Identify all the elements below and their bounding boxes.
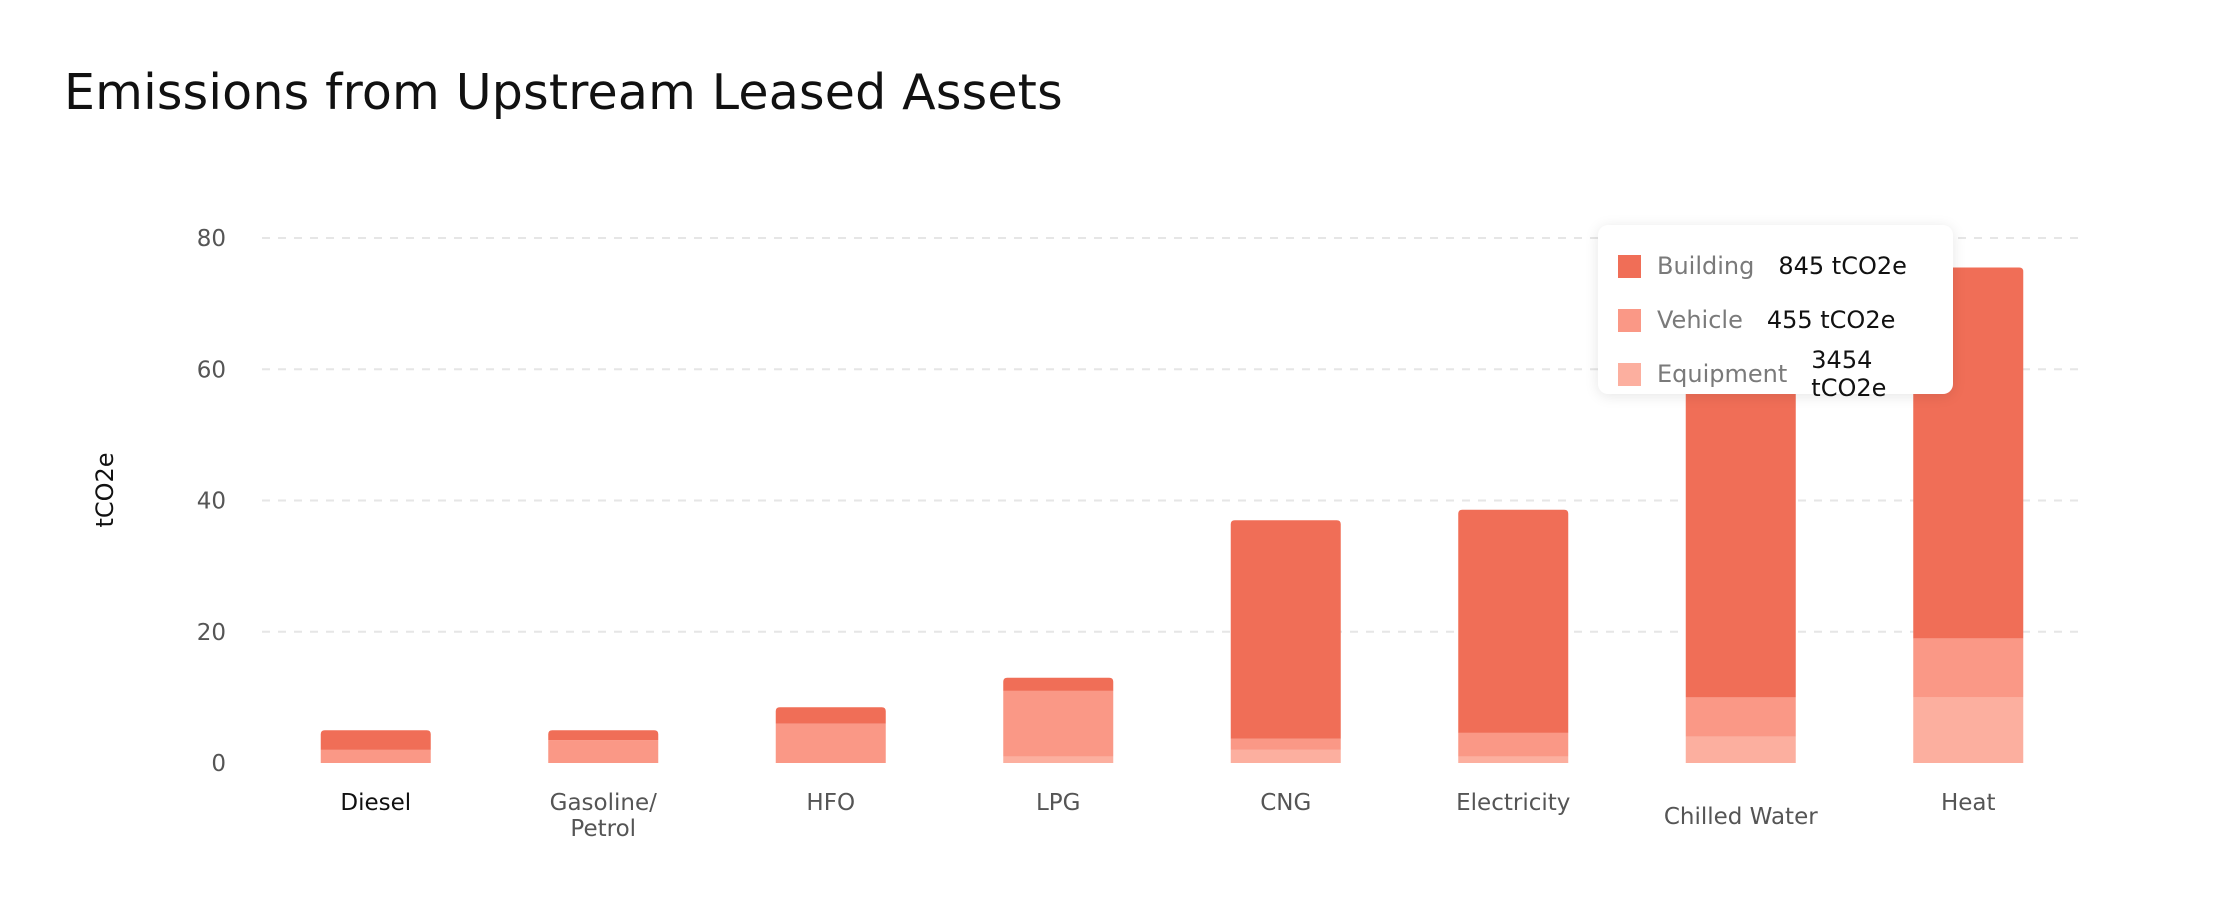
y-tick-label: 40: [197, 489, 226, 515]
x-tick-label: Heat: [1941, 790, 1996, 816]
building-swatch: [1618, 254, 1641, 278]
bar-vehicle[interactable]: [1913, 638, 2024, 698]
bar-building[interactable]: [1003, 677, 1114, 691]
bar-vehicle[interactable]: [1458, 732, 1569, 757]
bar-building[interactable]: [320, 730, 431, 750]
y-tick-label: 0: [211, 751, 226, 777]
bar-building[interactable]: [1458, 509, 1569, 733]
tooltip-row-vehicle: Vehicle 455 tCO2e: [1598, 293, 1953, 347]
x-tick-label: CNG: [1260, 790, 1311, 816]
bar-vehicle[interactable]: [1003, 690, 1114, 757]
bar-vehicle[interactable]: [320, 749, 431, 763]
tooltip-value: 845 tCO2e: [1778, 252, 1907, 280]
tooltip-value: 3454 tCO2e: [1811, 346, 1887, 402]
x-tick-label: Electricity: [1456, 790, 1570, 816]
tooltip-value: 455 tCO2e: [1766, 306, 1896, 334]
y-axis-ticks: 0 20 40 60 80: [197, 226, 226, 777]
y-tick-label: 20: [197, 620, 226, 646]
bar-building[interactable]: [1230, 520, 1341, 739]
bar-vehicle[interactable]: [1230, 738, 1341, 750]
bar-equipment[interactable]: [1003, 756, 1114, 763]
bar-equipment[interactable]: [1913, 697, 2024, 763]
tooltip-label: Vehicle: [1657, 306, 1743, 334]
bar-equipment[interactable]: [1458, 756, 1569, 763]
equipment-swatch: [1618, 362, 1641, 386]
bar-vehicle[interactable]: [548, 740, 659, 763]
y-tick-label: 60: [197, 357, 226, 383]
x-tick-label: HFO: [806, 790, 855, 816]
x-tick-label: Chilled Water: [1664, 804, 1818, 830]
bar-building[interactable]: [548, 730, 659, 741]
bar-equipment[interactable]: [1685, 736, 1796, 763]
vehicle-swatch: [1618, 308, 1641, 332]
y-axis-label: tCO2e: [91, 452, 119, 527]
x-tick-label: Gasoline/Petrol: [550, 790, 657, 842]
x-axis-ticks: Diesel Gasoline/Petrol HFO LPG CNG Electricit…: [340, 790, 1995, 842]
bar-vehicle[interactable]: [775, 723, 886, 763]
bar-equipment[interactable]: [1230, 749, 1341, 763]
tooltip-label: Building: [1657, 252, 1755, 280]
bar-vehicle[interactable]: [1685, 697, 1796, 737]
tooltip: Building 845 tCO2e Vehicle 455 tCO2e Equ…: [1598, 225, 1953, 402]
y-tick-label: 80: [197, 226, 226, 252]
x-tick-label: LPG: [1036, 790, 1081, 816]
tooltip-label: Equipment: [1657, 360, 1788, 388]
tooltip-row-equipment: Equipment 3454 tCO2e: [1598, 346, 1953, 402]
bar-building[interactable]: [775, 707, 886, 724]
x-tick-label: Diesel: [340, 790, 411, 816]
page-title: Emissions from Upstream Leased Assets: [64, 64, 1063, 121]
tooltip-row-building: Building 845 tCO2e: [1598, 239, 1953, 293]
